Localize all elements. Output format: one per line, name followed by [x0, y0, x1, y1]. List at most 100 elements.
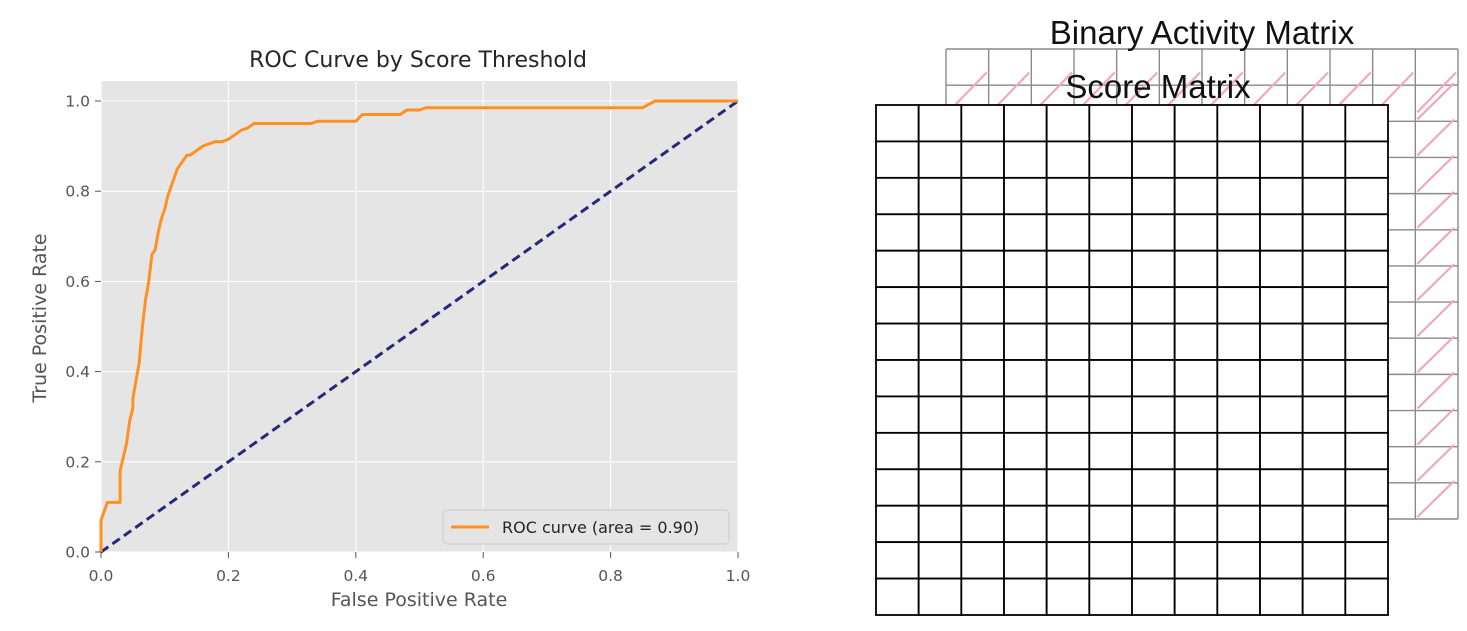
x-tick-label: 0.2	[216, 567, 241, 585]
matrix-cell	[1259, 395, 1304, 434]
matrix-cell	[1216, 176, 1261, 216]
matrix-cell	[1045, 213, 1091, 252]
matrix-cell	[960, 286, 1005, 325]
matrix-cell	[917, 577, 963, 616]
matrix-cell	[917, 176, 963, 216]
matrix-cell	[1344, 249, 1389, 289]
matrix-diagram: Binary Activity Matrix Score Matrix	[875, 14, 1459, 616]
matrix-cell	[875, 176, 920, 216]
matrix-cell	[1301, 395, 1347, 434]
matrix-cell	[1003, 249, 1048, 289]
matrix-cell	[1003, 213, 1048, 252]
matrix-cell	[1088, 176, 1133, 216]
matrix-cell	[1173, 431, 1219, 471]
matrix-cell	[1301, 577, 1347, 616]
matrix-cell	[1344, 104, 1389, 143]
matrix-cell	[1045, 431, 1091, 471]
matrix-cell	[1344, 286, 1389, 325]
matrix-cell	[1003, 431, 1048, 471]
matrix-cell	[1259, 431, 1304, 471]
matrix-cell	[917, 213, 963, 252]
matrix-cell	[960, 359, 1005, 398]
matrix-cell	[1301, 541, 1347, 580]
matrix-cell	[1131, 359, 1176, 398]
matrix-cell	[1088, 104, 1133, 143]
matrix-cell	[875, 431, 920, 471]
matrix-cell	[1173, 322, 1219, 361]
matrix-cell	[1045, 395, 1091, 434]
legend: ROC curve (area = 0.90)	[442, 509, 730, 545]
activity-mark	[1416, 191, 1455, 229]
matrix-cell	[1301, 468, 1347, 507]
matrix-cell	[1003, 468, 1048, 507]
matrix-cell	[1131, 395, 1176, 434]
matrix-cell	[1344, 504, 1389, 544]
matrix-cell	[960, 176, 1005, 216]
matrix-cell	[1131, 249, 1176, 289]
y-tick-label: 0.6	[65, 273, 90, 291]
y-tick-label: 0.4	[65, 363, 90, 381]
matrix-cell	[875, 322, 920, 361]
matrix-cell	[1003, 395, 1048, 434]
matrix-cell	[1045, 140, 1091, 179]
matrix-cell	[1259, 140, 1304, 179]
matrix-cell	[1088, 504, 1133, 544]
matrix-cell	[875, 104, 920, 143]
matrix-cell	[1216, 213, 1261, 252]
matrix-cell	[1173, 249, 1219, 289]
matrix-cell	[1131, 213, 1176, 252]
matrix-cell	[1045, 468, 1091, 507]
legend-label-roc: ROC curve (area = 0.90)	[502, 518, 699, 537]
matrix-cell	[1045, 176, 1091, 216]
activity-mark	[1416, 71, 1457, 114]
matrix-cell	[960, 577, 1005, 616]
matrix-cell	[1216, 431, 1261, 471]
matrix-cell	[1173, 504, 1219, 544]
matrix-cell	[1045, 104, 1091, 143]
matrix-cell	[1344, 322, 1389, 361]
matrix-cell	[960, 249, 1005, 289]
matrix-cell	[1131, 541, 1176, 580]
matrix-cell	[917, 504, 963, 544]
y-tick-label: 0.8	[65, 183, 90, 201]
matrix-cell	[1216, 322, 1261, 361]
activity-mark	[1416, 335, 1455, 374]
matrix-cell	[1131, 286, 1176, 325]
matrix-cell	[917, 468, 963, 507]
matrix-cell	[960, 140, 1005, 179]
roc-curve-line	[99, 99, 738, 552]
matrix-cell	[1173, 213, 1219, 252]
matrix-cell	[917, 322, 963, 361]
activity-mark	[1416, 299, 1455, 338]
matrix-cell	[960, 213, 1005, 252]
activity-mark	[1416, 263, 1455, 301]
matrix-cell	[960, 104, 1005, 143]
chance-line	[100, 99, 739, 554]
matrix-cell	[1003, 286, 1048, 325]
matrix-cell	[875, 577, 920, 616]
matrix-cell	[1003, 322, 1048, 361]
matrix-cell	[917, 359, 963, 398]
matrix-cell	[1173, 468, 1219, 507]
matrix-cell	[917, 395, 963, 434]
front-matrix-title: Score Matrix	[1065, 68, 1251, 105]
x-tick-label: 0.6	[471, 567, 496, 585]
activity-mark	[1416, 154, 1455, 193]
activity-mark	[1416, 227, 1455, 265]
matrix-cell	[1088, 322, 1133, 361]
axis-ticks: 0.0 0.2 0.4 0.6 0.8 1.0 0.0 0.2 0.4 0.6 0.8 1.0	[65, 93, 750, 586]
activity-mark	[1416, 118, 1455, 157]
matrix-cell	[960, 504, 1005, 544]
matrix-cell	[1131, 140, 1176, 179]
matrix-cell	[1131, 176, 1176, 216]
matrix-cell	[1131, 104, 1176, 143]
matrix-cell	[1045, 577, 1091, 616]
matrix-cell	[1216, 468, 1261, 507]
matrix-cell	[1344, 359, 1389, 398]
matrix-cell	[1344, 176, 1389, 216]
matrix-cell	[1259, 359, 1304, 398]
matrix-cell	[1344, 140, 1389, 179]
matrix-cell	[1344, 541, 1389, 580]
matrix-cell	[1173, 104, 1219, 143]
